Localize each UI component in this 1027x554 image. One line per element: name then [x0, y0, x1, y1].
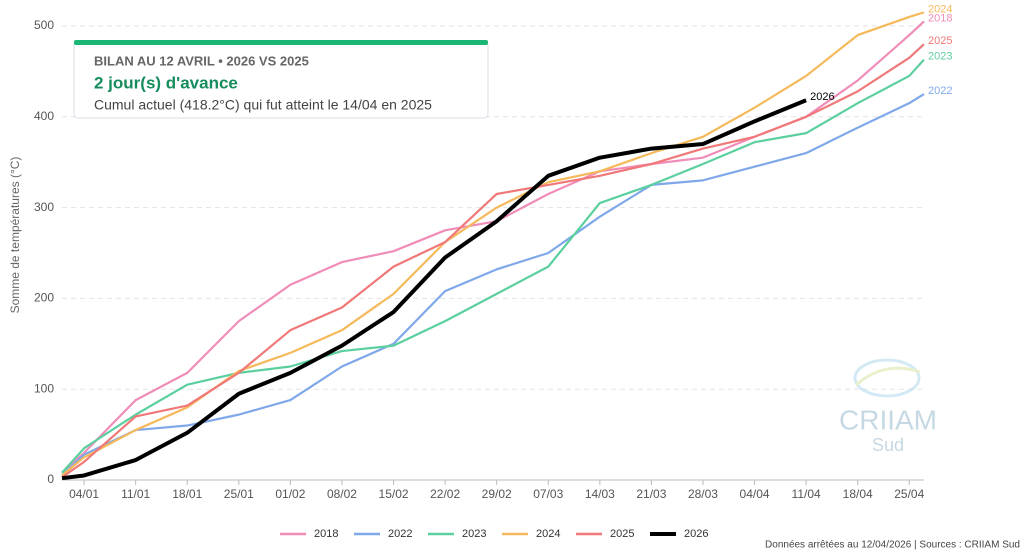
x-tick-label: 11/04 [792, 487, 821, 501]
logo-mark [855, 366, 921, 387]
end-label: 2022 [928, 85, 952, 97]
x-tick-label: 22/02 [430, 487, 460, 501]
y-tick-label: 500 [34, 18, 54, 32]
legend-label: 2018 [314, 528, 338, 540]
end-label: 2024 [928, 3, 952, 15]
y-tick-label: 400 [34, 109, 54, 123]
info-box-bar [74, 40, 488, 45]
x-tick-label: 29/02 [482, 487, 512, 501]
plot: 0 100 200 300 400 500 04/01 11/01 18/01 25/01 01/0… [34, 3, 953, 540]
box-headline: 2 jour(s) d'avance [94, 73, 238, 92]
x-tick-label: 21/03 [636, 487, 666, 501]
legend-label: 2022 [388, 528, 412, 540]
y-axis-label: Somme de températures (°C) [8, 157, 22, 314]
box-detail: Cumul actuel (418.2°C) qui fut atteint l… [94, 97, 432, 113]
y-tick-label: 0 [47, 472, 54, 486]
series-line [61, 11, 925, 477]
footer: Données arrêtées au 12/04/2026 | Sources… [765, 540, 1020, 551]
x-tick-label: 18/04 [843, 487, 873, 501]
x-tick-label: 07/03 [533, 487, 563, 501]
series-line [61, 43, 925, 479]
x-tick-label: 15/02 [379, 487, 409, 501]
logo: CRIIAM Sud [839, 358, 937, 455]
series-line [61, 98, 807, 481]
legend-label: 2026 [684, 528, 708, 540]
end-label: 2026 [810, 91, 834, 103]
end-label: 2023 [928, 51, 952, 63]
series-line [61, 58, 925, 474]
legend-label: 2023 [462, 528, 486, 540]
legend-label: 2024 [536, 528, 560, 540]
logo-sub: Sud [872, 435, 904, 455]
x-tick-label: 25/04 [894, 487, 924, 501]
y-tick-label: 100 [34, 381, 54, 395]
logo-mark [853, 358, 921, 398]
x-tick-label: 14/03 [585, 487, 615, 501]
x-tick-label: 08/02 [327, 487, 357, 501]
y-tick-label: 200 [34, 291, 54, 305]
end-label: 2018 [928, 12, 952, 24]
logo-name: CRIIAM [839, 404, 937, 435]
x-tick-label: 11/01 [121, 487, 150, 501]
x-tick-label: 18/01 [172, 487, 202, 501]
x-tick-label: 04/04 [740, 487, 770, 501]
box-title: BILAN AU 12 AVRIL • 2026 VS 2025 [94, 53, 309, 68]
x-tick-label: 25/01 [224, 487, 254, 501]
x-tick-label: 04/01 [69, 487, 99, 501]
x-tick-label: 01/02 [275, 487, 305, 501]
x-tick-label: 28/03 [688, 487, 718, 501]
series-line [61, 93, 925, 477]
legend-label: 2025 [610, 528, 634, 540]
end-label: 2025 [928, 35, 952, 47]
y-tick-label: 300 [34, 200, 54, 214]
